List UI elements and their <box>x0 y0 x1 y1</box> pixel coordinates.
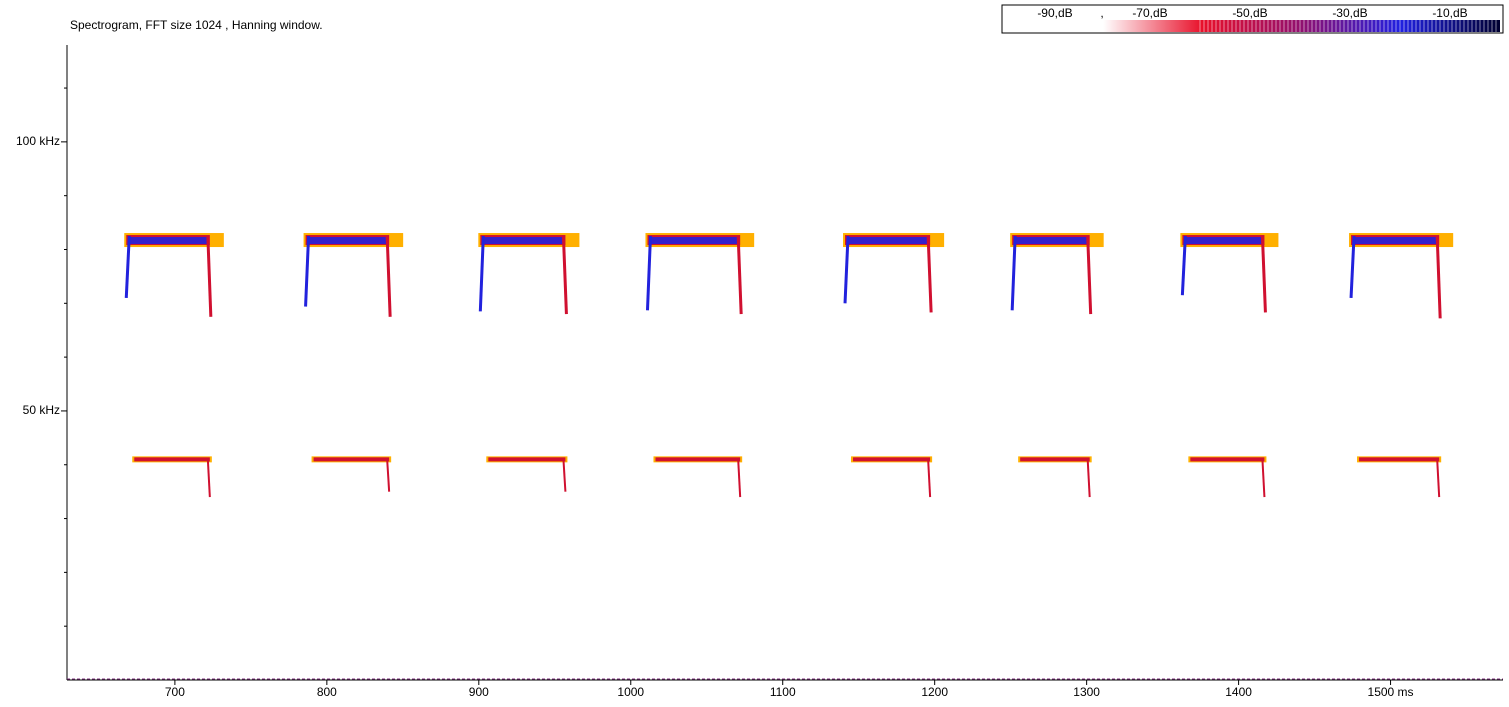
call <box>843 233 945 498</box>
colorbar-label: -90,dB <box>1037 6 1072 20</box>
harmonic <box>313 457 390 462</box>
harmonic <box>853 457 931 462</box>
x-tick-label: 1000 <box>617 685 644 699</box>
colorbar-label: -70,dB <box>1132 6 1167 20</box>
harmonic <box>1359 457 1440 462</box>
y-tick-label: 100 kHz <box>16 134 60 148</box>
call-core <box>1353 237 1438 245</box>
call-right-leg <box>561 235 568 315</box>
harmonic-leg <box>206 459 211 498</box>
call <box>1010 233 1104 498</box>
x-tick-label: 1500 ms <box>1368 685 1414 699</box>
harmonic-leg <box>927 459 932 498</box>
call-core <box>1184 237 1263 245</box>
x-tick-label: 1400 <box>1225 685 1252 699</box>
x-tick-label: 800 <box>317 685 337 699</box>
call-right-leg <box>736 235 743 315</box>
harmonic-leg <box>386 459 391 492</box>
harmonic-leg <box>1436 459 1441 498</box>
harmonic <box>1020 457 1090 462</box>
call-left-leg <box>1010 235 1017 311</box>
x-tick-label: 1300 <box>1073 685 1100 699</box>
harmonic <box>1190 457 1265 462</box>
colorbar-label: -30,dB <box>1332 6 1367 20</box>
call-core <box>128 237 208 245</box>
harmonic-leg <box>1261 459 1266 498</box>
x-tick-label: 1100 <box>770 685 796 699</box>
call-left-leg <box>478 235 485 312</box>
harmonic <box>134 457 210 462</box>
call-core <box>847 237 929 245</box>
call-left-leg <box>843 235 850 304</box>
call <box>645 233 755 498</box>
call-left-leg <box>645 235 652 311</box>
call <box>1349 233 1454 498</box>
call <box>478 233 580 492</box>
call-left-leg <box>1180 235 1187 296</box>
call <box>303 233 404 492</box>
harmonic-leg <box>1086 459 1091 498</box>
call-right-leg <box>1435 235 1442 319</box>
harmonic-leg <box>737 459 742 498</box>
call-core <box>649 237 739 245</box>
chart-title: Spectrogram, FFT size 1024 , Hanning win… <box>70 18 323 32</box>
harmonic <box>655 457 741 462</box>
harmonic <box>488 457 566 462</box>
call-right-leg <box>206 235 213 317</box>
call-left-leg <box>304 235 311 307</box>
call-core <box>482 237 564 245</box>
x-tick-label: 900 <box>469 685 489 699</box>
call <box>1180 233 1279 498</box>
call-right-leg <box>1260 235 1267 313</box>
colorbar-label: , <box>1100 6 1103 20</box>
call-core <box>307 237 388 245</box>
call-right-leg <box>385 235 392 317</box>
call-left-leg <box>1349 235 1356 298</box>
colorbar-label: -10,dB <box>1432 6 1467 20</box>
call-right-leg <box>1086 235 1093 315</box>
colorbar-label: -50,dB <box>1232 6 1267 20</box>
x-tick-label: 1200 <box>921 685 948 699</box>
call-right-leg <box>926 235 933 313</box>
x-tick-label: 700 <box>165 685 185 699</box>
call <box>124 233 224 498</box>
call-left-leg <box>124 235 131 298</box>
y-tick-label: 50 kHz <box>23 403 60 417</box>
harmonic-leg <box>562 459 567 492</box>
call-core <box>1014 237 1088 245</box>
